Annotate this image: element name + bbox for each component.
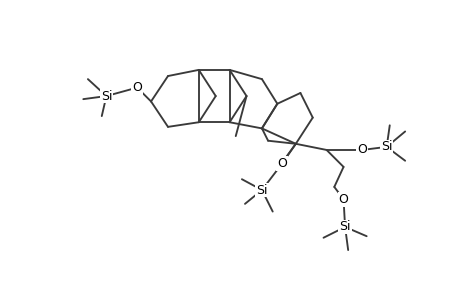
Text: O: O xyxy=(132,81,142,94)
Text: Si: Si xyxy=(380,140,392,153)
Text: O: O xyxy=(276,157,286,170)
Text: O: O xyxy=(338,193,348,206)
Text: Si: Si xyxy=(339,220,350,233)
Text: O: O xyxy=(356,143,366,157)
Text: Si: Si xyxy=(256,184,267,196)
Text: Si: Si xyxy=(101,90,112,103)
